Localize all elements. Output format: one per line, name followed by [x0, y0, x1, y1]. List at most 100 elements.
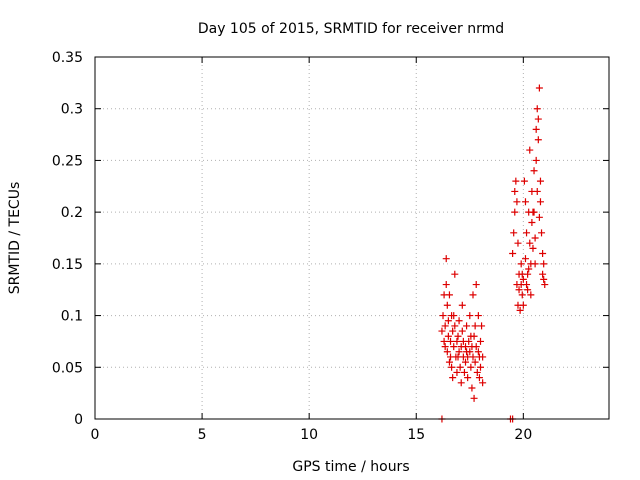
data-point [449, 374, 457, 382]
data-point [471, 358, 479, 366]
data-point [462, 343, 470, 351]
data-point [533, 105, 541, 113]
data-point [455, 348, 463, 356]
y-tick-label: 0.3 [61, 102, 83, 118]
y-tick-label: 0.35 [52, 50, 83, 66]
data-point [519, 301, 527, 309]
data-point [470, 394, 478, 402]
data-point [460, 368, 468, 376]
data-point [531, 260, 539, 268]
data-point [521, 198, 529, 206]
data-point [454, 332, 462, 340]
data-point [510, 229, 518, 237]
data-point [523, 281, 531, 289]
data-point [512, 177, 520, 185]
data-point [511, 208, 519, 216]
data-point [529, 208, 537, 216]
data-point [458, 327, 466, 335]
data-point [443, 301, 451, 309]
data-point [451, 322, 459, 330]
data-point [474, 312, 482, 320]
data-point [457, 379, 465, 387]
data-point [448, 363, 456, 371]
data-point [456, 363, 464, 371]
data-point [438, 327, 446, 335]
data-point [458, 301, 466, 309]
data-point [535, 213, 543, 221]
data-point [463, 348, 471, 356]
data-point [441, 322, 449, 330]
data-point [534, 115, 542, 123]
y-tick-label: 0 [74, 412, 83, 428]
data-point [539, 270, 547, 278]
data-point [540, 275, 548, 283]
data-point [440, 337, 448, 345]
data-point [524, 286, 532, 294]
data-point [479, 379, 487, 387]
data-point [519, 275, 527, 283]
data-point [462, 358, 470, 366]
data-point [525, 265, 533, 273]
data-point [455, 317, 463, 325]
data-point [444, 332, 452, 340]
y-tick-label: 0.2 [61, 205, 83, 221]
data-point [463, 322, 471, 330]
data-point [477, 337, 484, 345]
y-tick-label: 0.15 [52, 257, 83, 273]
data-point [534, 136, 542, 144]
data-point [529, 244, 537, 252]
data-point [530, 167, 538, 175]
data-point [454, 353, 462, 361]
data-point [469, 291, 477, 299]
y-tick-label: 0.1 [61, 309, 83, 325]
data-point [445, 358, 453, 366]
x-tick-label: 20 [514, 427, 532, 443]
data-point [518, 291, 526, 299]
data-point [468, 384, 476, 392]
y-tick-label: 0.25 [52, 153, 83, 169]
data-point [451, 270, 459, 278]
data-point [540, 260, 548, 268]
data-point [450, 312, 458, 320]
x-tick-label: 0 [91, 427, 100, 443]
data-point [536, 177, 544, 185]
data-point [453, 368, 461, 376]
data-point [535, 84, 543, 92]
data-point [478, 322, 486, 330]
data-point [453, 337, 461, 345]
x-tick-label: 10 [300, 427, 318, 443]
plot-frame [94, 56, 610, 420]
data-point [467, 332, 475, 340]
data-point [532, 125, 540, 133]
data-point [445, 291, 453, 299]
data-point [541, 281, 549, 289]
y-axis-label: SRMTID / TECUs [7, 182, 23, 295]
x-tick-label: 15 [407, 427, 425, 443]
data-point [466, 312, 474, 320]
data-point [533, 187, 541, 195]
data-point [473, 368, 481, 376]
data-point [514, 239, 522, 247]
data-point [517, 260, 525, 268]
x-axis-label: GPS time / hours [292, 459, 409, 475]
data-point [441, 343, 449, 351]
data-points [438, 84, 549, 423]
data-point [521, 255, 529, 263]
data-point [516, 306, 524, 314]
data-point [449, 327, 457, 335]
data-point [450, 343, 458, 351]
data-point [465, 337, 473, 345]
data-point [472, 281, 480, 289]
data-point [472, 343, 480, 351]
data-point [526, 239, 534, 247]
data-point [467, 363, 475, 371]
data-point [527, 291, 535, 299]
data-point [471, 322, 479, 330]
data-point [526, 146, 534, 154]
data-point [511, 187, 519, 195]
data-point [538, 229, 546, 237]
data-point [515, 286, 523, 294]
data-point [523, 229, 531, 237]
x-tick-label: 5 [198, 427, 207, 443]
